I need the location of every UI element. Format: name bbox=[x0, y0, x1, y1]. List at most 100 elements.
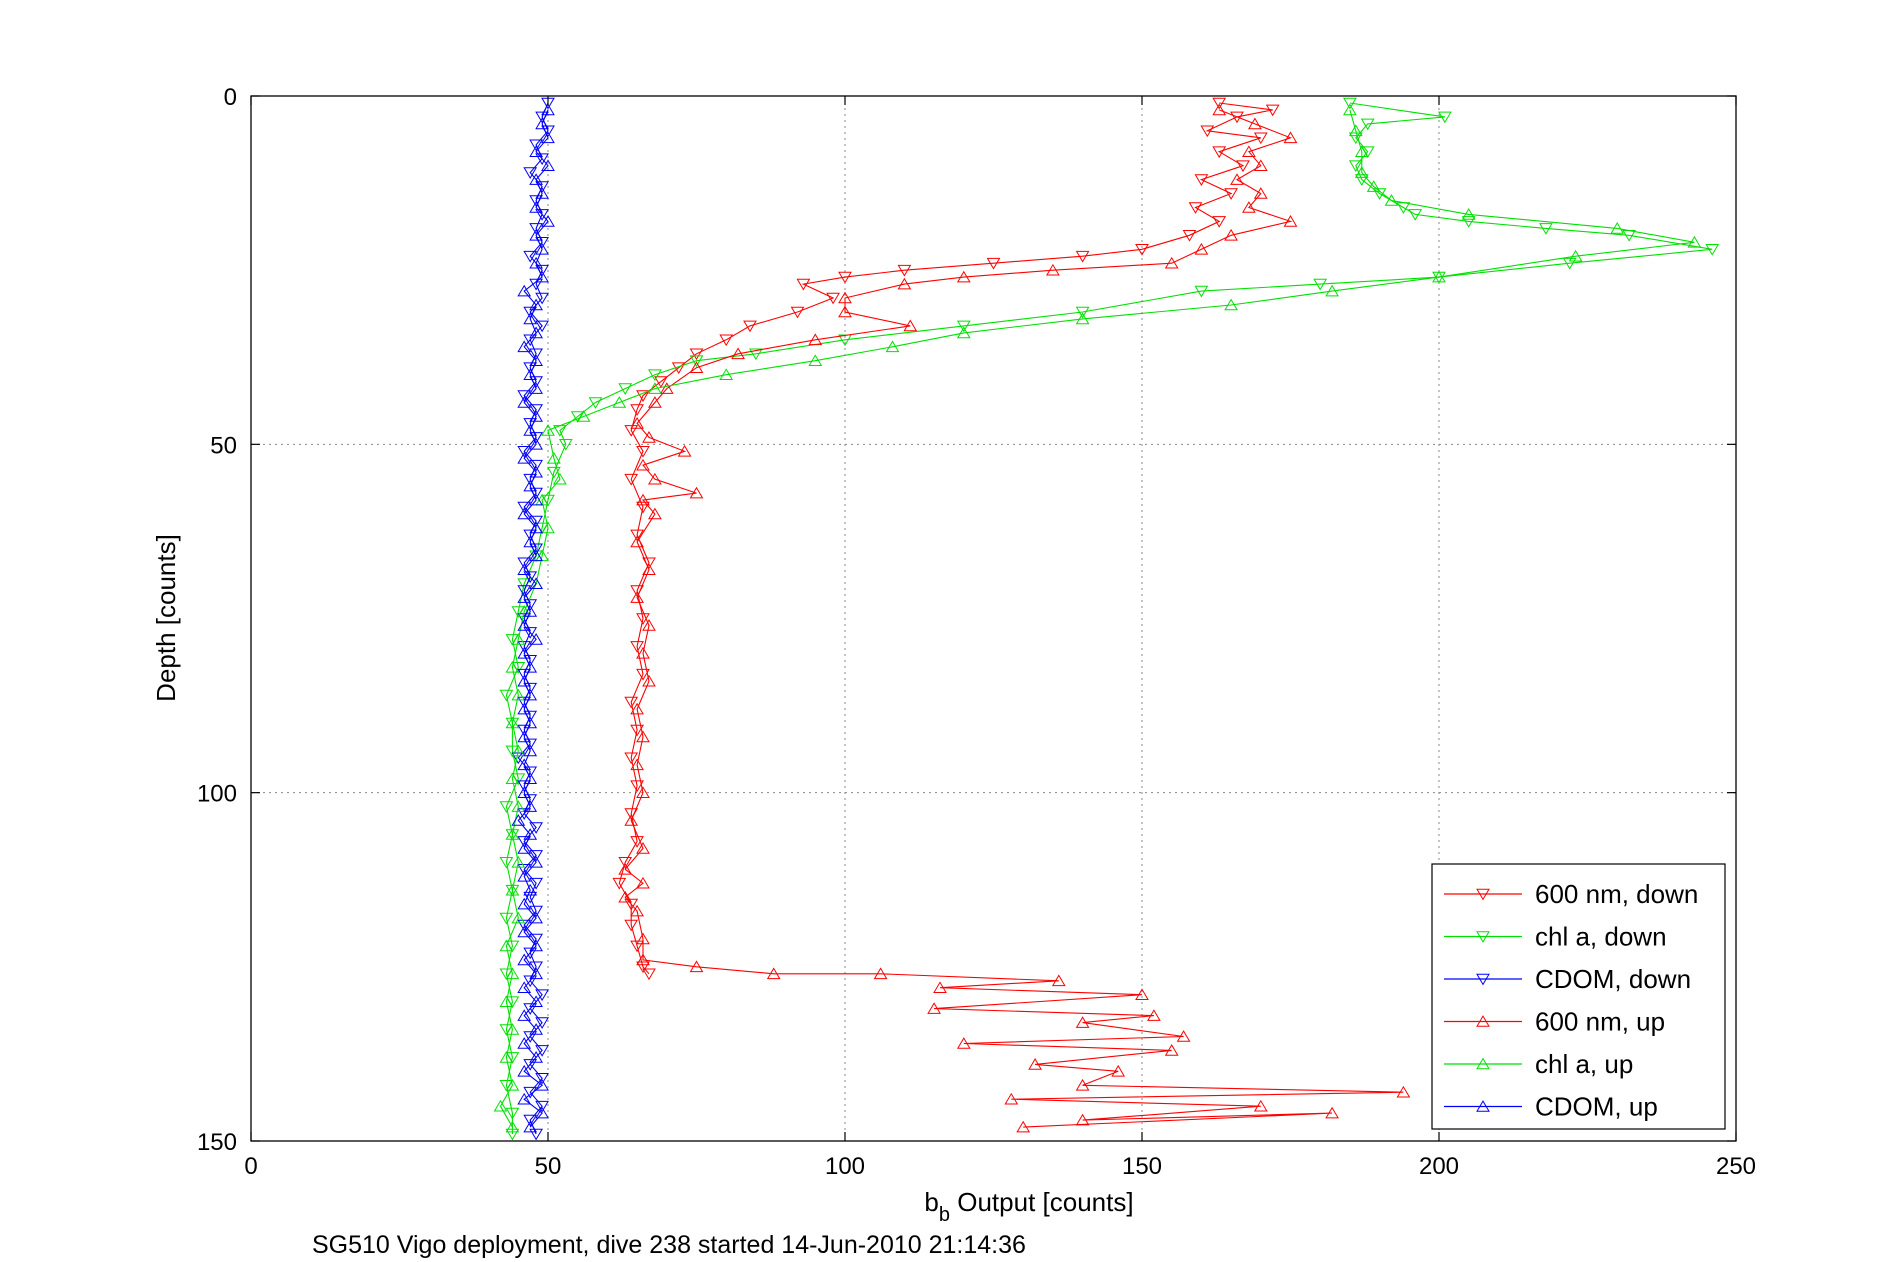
data-point bbox=[541, 424, 555, 436]
data-point bbox=[689, 355, 704, 368]
data-point bbox=[529, 905, 543, 918]
data-point bbox=[630, 702, 644, 715]
data-point bbox=[505, 660, 520, 673]
data-point bbox=[1354, 174, 1369, 186]
data-point bbox=[873, 967, 888, 980]
data-point bbox=[1194, 174, 1209, 186]
legend-swatch-marker bbox=[1476, 931, 1490, 943]
data-point bbox=[529, 933, 543, 946]
data-point bbox=[535, 1100, 549, 1113]
data-point bbox=[511, 688, 526, 701]
data-point bbox=[1075, 250, 1090, 263]
data-point bbox=[636, 668, 650, 681]
data-point bbox=[529, 228, 543, 241]
data-point bbox=[1200, 125, 1215, 138]
data-point bbox=[523, 828, 538, 840]
data-point bbox=[523, 1059, 538, 1071]
data-point bbox=[541, 521, 555, 534]
data-point bbox=[885, 340, 900, 353]
data-point bbox=[624, 425, 639, 437]
data-point bbox=[1348, 132, 1363, 145]
series-layer bbox=[493, 97, 1720, 1141]
legend-entry: 600 nm, down bbox=[1444, 879, 1698, 909]
data-point bbox=[1242, 201, 1256, 213]
data-point bbox=[529, 521, 543, 534]
data-point bbox=[541, 159, 555, 171]
x-tick-label: 0 bbox=[244, 1153, 257, 1180]
data-point bbox=[1075, 312, 1090, 325]
data-point bbox=[529, 549, 543, 562]
data-point bbox=[1461, 216, 1476, 228]
data-point bbox=[618, 862, 633, 875]
data-point bbox=[838, 291, 852, 304]
data-point bbox=[529, 223, 543, 235]
data-point bbox=[529, 348, 543, 361]
data-point bbox=[1176, 1030, 1191, 1042]
data-point bbox=[624, 814, 639, 826]
data-point bbox=[689, 361, 704, 373]
data-point bbox=[630, 529, 644, 542]
data-point bbox=[529, 201, 543, 213]
data-point bbox=[529, 437, 543, 450]
data-point bbox=[517, 808, 532, 820]
data-point bbox=[1253, 1099, 1268, 1112]
legend-box bbox=[1431, 863, 1726, 1130]
data-point bbox=[1396, 1085, 1411, 1098]
data-point bbox=[1188, 202, 1203, 214]
data-point bbox=[511, 744, 526, 757]
data-point bbox=[1230, 173, 1244, 185]
data-point bbox=[523, 334, 538, 347]
data-point bbox=[1562, 257, 1577, 270]
data-point bbox=[1354, 145, 1369, 157]
data-point bbox=[529, 515, 543, 528]
data-point bbox=[648, 369, 662, 382]
data-point bbox=[517, 842, 532, 854]
data-point bbox=[1705, 244, 1720, 256]
legend-swatch-marker bbox=[1476, 973, 1490, 986]
data-point bbox=[505, 967, 520, 980]
data-point bbox=[523, 167, 538, 179]
data-point bbox=[517, 501, 532, 514]
data-point bbox=[1111, 1064, 1126, 1077]
legend-label: chl a, down bbox=[1535, 922, 1667, 952]
data-point bbox=[505, 1078, 520, 1091]
data-point bbox=[529, 354, 543, 366]
data-point bbox=[808, 354, 823, 366]
data-point bbox=[511, 855, 526, 868]
legend-swatch-marker bbox=[1476, 1015, 1490, 1027]
data-point bbox=[499, 801, 514, 813]
data-point bbox=[659, 382, 674, 394]
data-point bbox=[523, 800, 538, 812]
data-point bbox=[1051, 974, 1066, 987]
data-point bbox=[517, 786, 532, 798]
data-point bbox=[529, 967, 543, 980]
data-point bbox=[517, 1092, 532, 1105]
data-point bbox=[719, 334, 734, 347]
data-point bbox=[558, 439, 573, 451]
data-point bbox=[517, 702, 532, 715]
y-tick-label: 150 bbox=[197, 1129, 237, 1156]
data-point bbox=[523, 312, 538, 325]
legend-entry: CDOM, down bbox=[1444, 964, 1691, 994]
data-point bbox=[523, 1114, 538, 1127]
data-point bbox=[529, 939, 543, 952]
data-point bbox=[838, 305, 852, 318]
data-point bbox=[511, 911, 526, 924]
data-point bbox=[523, 368, 538, 380]
data-point bbox=[523, 660, 538, 673]
data-point bbox=[618, 890, 633, 903]
data-point bbox=[636, 953, 650, 966]
data-point bbox=[529, 382, 543, 394]
data-point bbox=[517, 730, 532, 743]
data-point bbox=[547, 451, 561, 464]
data-point bbox=[743, 320, 757, 333]
data-point bbox=[956, 320, 971, 333]
data-point bbox=[1610, 222, 1625, 234]
data-point bbox=[523, 424, 538, 436]
data-point bbox=[636, 730, 650, 743]
data-point bbox=[505, 1128, 520, 1141]
data-point bbox=[933, 981, 947, 993]
data-point bbox=[1366, 180, 1381, 192]
data-point bbox=[1224, 188, 1238, 200]
